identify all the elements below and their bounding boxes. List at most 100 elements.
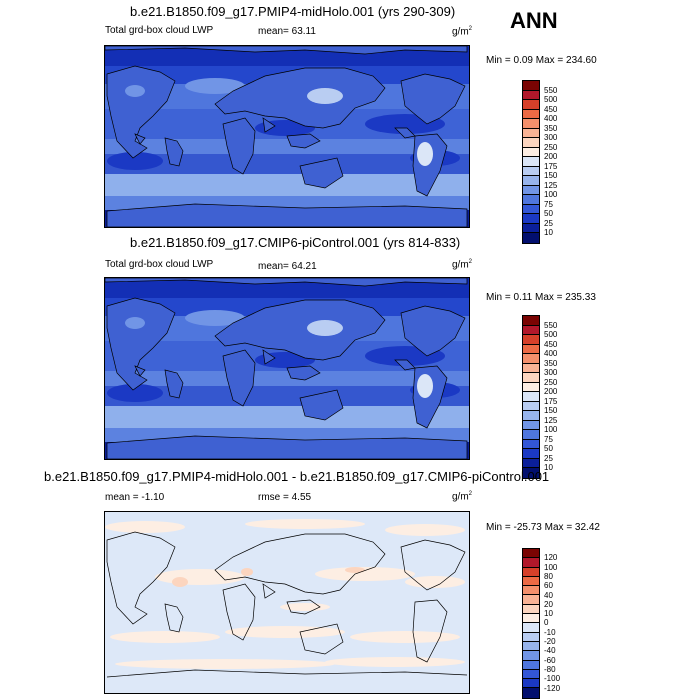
colorbar-cell	[523, 233, 539, 243]
colorbar-tick-label: 10	[544, 228, 553, 237]
colorbar-cell	[523, 586, 539, 596]
colorbar-cell	[523, 214, 539, 224]
colorbar-tick-label: -40	[544, 646, 556, 656]
colorbar-cell	[523, 316, 539, 326]
panel-2-colorbar	[522, 315, 540, 479]
colorbar-cell	[523, 458, 539, 468]
colorbar-cell	[523, 549, 539, 559]
panel-2-minmax: Min = 0.11 Max = 235.33	[486, 292, 596, 303]
panel-1-mean: mean= 63.11	[258, 27, 316, 37]
panel-3-map	[104, 511, 470, 694]
panel-3-units-exp: 2	[468, 491, 473, 497]
colorbar-tick-label: 125	[544, 415, 558, 425]
colorbar-cell	[523, 641, 539, 652]
colorbar-tick-label: 300	[544, 133, 558, 142]
colorbar-cell	[523, 176, 539, 186]
colorbar-cell	[523, 195, 539, 205]
colorbar-tick-label: 450	[544, 339, 558, 349]
colorbar-cell	[523, 576, 539, 587]
panel-3-rmse: rmse = 4.55	[258, 493, 311, 503]
colorbar-cell	[523, 81, 539, 91]
colorbar-tick-label: 75	[544, 434, 553, 444]
panel-3-mean-value: -1.10	[141, 492, 165, 503]
colorbar-tick-label: 100	[544, 190, 558, 199]
panel-1-title: b.e21.B1850.f09_g17.PMIP4-midHolo.001 (y…	[130, 4, 456, 19]
colorbar-cell	[523, 679, 539, 689]
colorbar-tick-label: 40	[544, 590, 553, 600]
panel-2-variable: Total grd-box cloud LWP	[105, 259, 214, 270]
panel-3-units-base: g/m	[452, 491, 469, 503]
colorbar-tick-label: 250	[544, 377, 558, 387]
colorbar-tick-label: 250	[544, 142, 558, 152]
colorbar-cell	[523, 119, 539, 129]
colorbar-cell	[523, 558, 539, 568]
season-label: ANN	[510, 8, 558, 33]
colorbar-cell	[523, 660, 539, 670]
colorbar-tick-label: 200	[544, 387, 558, 396]
panel-3-rmse-label: rmse =	[258, 492, 289, 503]
colorbar-cell	[523, 335, 539, 345]
colorbar-tick-label: 500	[544, 95, 558, 104]
colorbar-tick-label: 450	[544, 104, 558, 114]
colorbar-tick-label: 60	[544, 581, 553, 591]
colorbar-tick-label: 50	[544, 444, 553, 453]
colorbar-tick-label: 200	[544, 152, 558, 161]
colorbar-tick-label: 550	[544, 320, 558, 330]
colorbar-tick-label: 150	[544, 171, 558, 180]
panel-1-colorbar	[522, 80, 540, 244]
panel-3-mean-label: mean =	[105, 492, 139, 503]
colorbar-cell	[523, 344, 539, 354]
colorbar-cell	[523, 401, 539, 411]
colorbar-tick-label: -60	[544, 655, 556, 665]
colorbar-cell	[523, 688, 539, 698]
colorbar-cell	[523, 382, 539, 392]
colorbar-cell	[523, 325, 539, 335]
colorbar-cell	[523, 90, 539, 100]
panel-1-units-base: g/m	[452, 26, 469, 38]
colorbar-tick-label: 0	[544, 618, 549, 628]
colorbar-cell	[523, 632, 539, 642]
colorbar-tick-label: 120	[544, 553, 558, 563]
colorbar-cell	[523, 420, 539, 430]
colorbar-tick-label: 550	[544, 85, 558, 95]
panel-3-rmse-value: 4.55	[291, 492, 312, 503]
colorbar-cell	[523, 392, 539, 402]
panel-1-units: g/m2	[452, 26, 472, 37]
panel-1-map	[104, 45, 470, 228]
panel-2-units: g/m2	[452, 259, 472, 270]
panel-3-colorbar	[522, 548, 540, 699]
colorbar-cell	[523, 147, 539, 157]
colorbar-tick-label: 175	[544, 396, 558, 406]
colorbar-cell	[523, 373, 539, 383]
colorbar-cell	[523, 354, 539, 364]
panel-2-units-exp: 2	[468, 259, 473, 265]
colorbar-cell	[523, 439, 539, 449]
colorbar-tick-label: 25	[544, 218, 553, 228]
colorbar-tick-label: 20	[544, 599, 553, 609]
colorbar-cell	[523, 204, 539, 214]
colorbar-cell	[523, 567, 539, 577]
colorbar-tick-label: 300	[544, 368, 558, 377]
colorbar-tick-label: 500	[544, 330, 558, 339]
panel-1-mean-value: 63.11	[291, 26, 316, 37]
colorbar-tick-label: 100	[544, 425, 558, 434]
colorbar-cell	[523, 185, 539, 195]
colorbar-cell	[523, 138, 539, 148]
panel-2-units-base: g/m	[452, 259, 469, 271]
colorbar-tick-label: 50	[544, 209, 553, 218]
colorbar-tick-label: 125	[544, 180, 558, 190]
panel-1-map-svg	[105, 46, 469, 227]
colorbar-cell	[523, 623, 539, 633]
colorbar-tick-label: -100	[544, 674, 561, 684]
colorbar-tick-label: -10	[544, 627, 556, 637]
colorbar-cell	[523, 363, 539, 373]
panel-2-mean: mean= 64.21	[258, 262, 317, 272]
colorbar-cell	[523, 651, 539, 661]
panel-3-map-svg	[105, 512, 469, 693]
colorbar-tick-label: 400	[544, 114, 558, 123]
panel-3-units: g/m2	[452, 491, 472, 502]
colorbar-cell	[523, 614, 539, 624]
panel-2-mean-value: 64.21	[291, 261, 317, 272]
colorbar-tick-label: 175	[544, 161, 558, 171]
panel-1-variable: Total grd-box cloud LWP	[105, 25, 214, 36]
